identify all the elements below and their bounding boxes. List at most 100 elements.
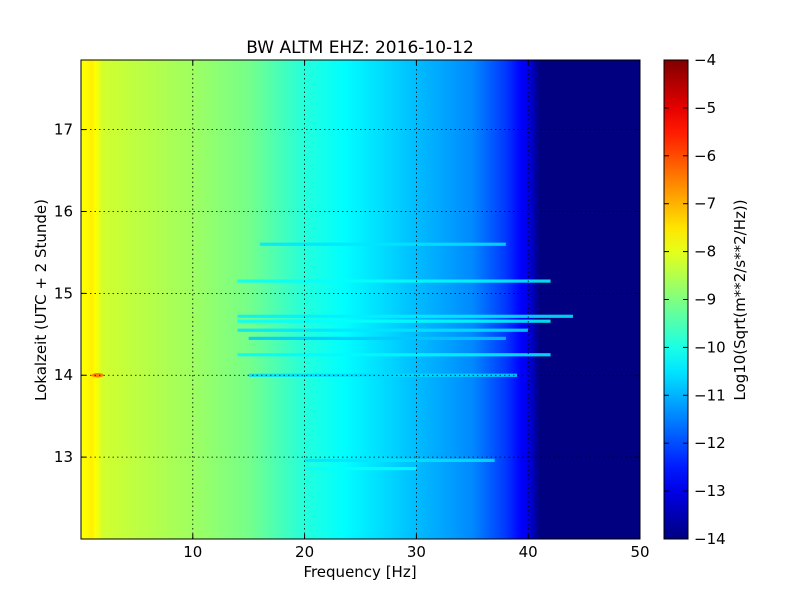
spectrum-column	[96, 60, 99, 539]
spectrum-column	[447, 60, 450, 539]
spectrum-column	[539, 60, 542, 539]
spectrum-column	[314, 60, 317, 539]
spectrum-column	[433, 60, 435, 539]
spectrum-column	[138, 60, 140, 539]
spectrum-column	[226, 60, 229, 539]
spectrum-column	[273, 60, 276, 539]
spectrum-column	[163, 60, 166, 539]
spectrum-column	[341, 60, 344, 539]
spectrum-column	[354, 60, 357, 539]
spectrum-column	[525, 60, 528, 539]
spectrum-column	[511, 60, 514, 539]
spectrum-column	[453, 60, 456, 539]
spectrum-column	[214, 60, 216, 539]
spectrum-column	[258, 60, 261, 539]
spectrum-column	[467, 60, 470, 539]
spectrum-column	[187, 60, 189, 539]
spectrum-column	[177, 60, 179, 539]
spectrum-column	[309, 60, 311, 539]
spectrum-column	[167, 60, 169, 539]
spectrum-column	[198, 60, 201, 539]
spectrum-column	[628, 60, 631, 539]
spectrum-column	[197, 60, 199, 539]
spectrum-column	[395, 60, 397, 539]
spectrum-column	[593, 60, 595, 539]
spectrum-column	[473, 60, 476, 539]
spectrum-column	[222, 60, 225, 539]
colorbar-tick-label: −10	[694, 338, 726, 356]
colorbar-tick-label: −14	[694, 530, 726, 548]
horizontal-band-mark	[248, 336, 506, 340]
spectrum-column	[432, 60, 434, 539]
spectrum-column	[475, 60, 478, 539]
spectrum-column	[492, 60, 495, 539]
spectrum-column	[116, 60, 119, 539]
x-axis-label: Frequency [Hz]	[303, 563, 416, 581]
spectrum-column	[103, 60, 106, 539]
spectrum-column	[557, 60, 559, 539]
spectrum-column	[133, 60, 136, 539]
x-axis-ticks: 10 20 30 40 50	[183, 60, 650, 561]
spectrum-column	[464, 60, 467, 539]
spectrum-column	[171, 60, 174, 539]
spectrum-column	[362, 60, 365, 539]
spectrum-column	[457, 60, 460, 539]
spectrum-column	[272, 60, 274, 539]
spectrum-column	[255, 60, 258, 539]
spectrum-column	[360, 60, 363, 539]
spectrum-column	[164, 60, 167, 539]
spectrum-column	[563, 60, 566, 539]
colorbar-tick-label: −13	[694, 482, 726, 500]
colorbar-label: Log10(Sqrt(m**2/s**2/Hz))	[731, 199, 749, 400]
spectrum-column	[288, 60, 291, 539]
spectrum-column	[245, 60, 248, 539]
spectrum-column	[335, 60, 338, 539]
spectrum-column	[268, 60, 271, 539]
spectrum-column	[446, 60, 449, 539]
spectrum-background	[81, 60, 640, 539]
spectrum-column	[476, 60, 479, 539]
spectrum-column	[637, 60, 640, 539]
spectrum-column	[601, 60, 604, 539]
spectrum-column	[517, 60, 519, 539]
spectrum-column	[210, 60, 213, 539]
spectrum-column	[359, 60, 362, 539]
spectrum-column	[179, 60, 182, 539]
spectrum-column	[434, 60, 437, 539]
spectrum-column	[566, 60, 568, 539]
spectrum-column	[419, 60, 422, 539]
spectrum-column	[89, 60, 92, 539]
spectrum-column	[466, 60, 469, 539]
spectrum-column	[146, 60, 149, 539]
spectrum-column	[119, 60, 121, 539]
spectrum-column	[624, 60, 627, 539]
spectrum-column	[494, 60, 497, 539]
spectrum-column	[249, 60, 252, 539]
colorbar-tick-label: −9	[694, 291, 716, 309]
spectrum-column	[180, 60, 183, 539]
spectrum-column	[323, 60, 326, 539]
colorbar-tick-label: −12	[694, 434, 726, 452]
spectrum-column	[524, 60, 527, 539]
spectrum-column	[426, 60, 429, 539]
spectrum-column	[313, 60, 316, 539]
spectrum-column	[550, 60, 553, 539]
spectrum-column	[546, 60, 548, 539]
spectrum-column	[247, 60, 250, 539]
spectrum-column	[421, 60, 424, 539]
spectrum-column	[491, 60, 494, 539]
spectrum-column	[263, 60, 265, 539]
spectrum-column	[543, 60, 546, 539]
spectrum-column	[196, 60, 198, 539]
spectrum-column	[622, 60, 624, 539]
spectrum-column	[208, 60, 211, 539]
spectrum-column	[153, 60, 156, 539]
spectrum-column	[339, 60, 341, 539]
colorbar-tick-label: −8	[694, 243, 716, 261]
colorbar-tick-label: −5	[694, 99, 716, 117]
spectrum-column	[261, 60, 263, 539]
spectrum-column	[318, 60, 320, 539]
spectrum-column	[417, 60, 420, 539]
spectrum-column	[347, 60, 349, 539]
spectrum-column	[296, 60, 299, 539]
